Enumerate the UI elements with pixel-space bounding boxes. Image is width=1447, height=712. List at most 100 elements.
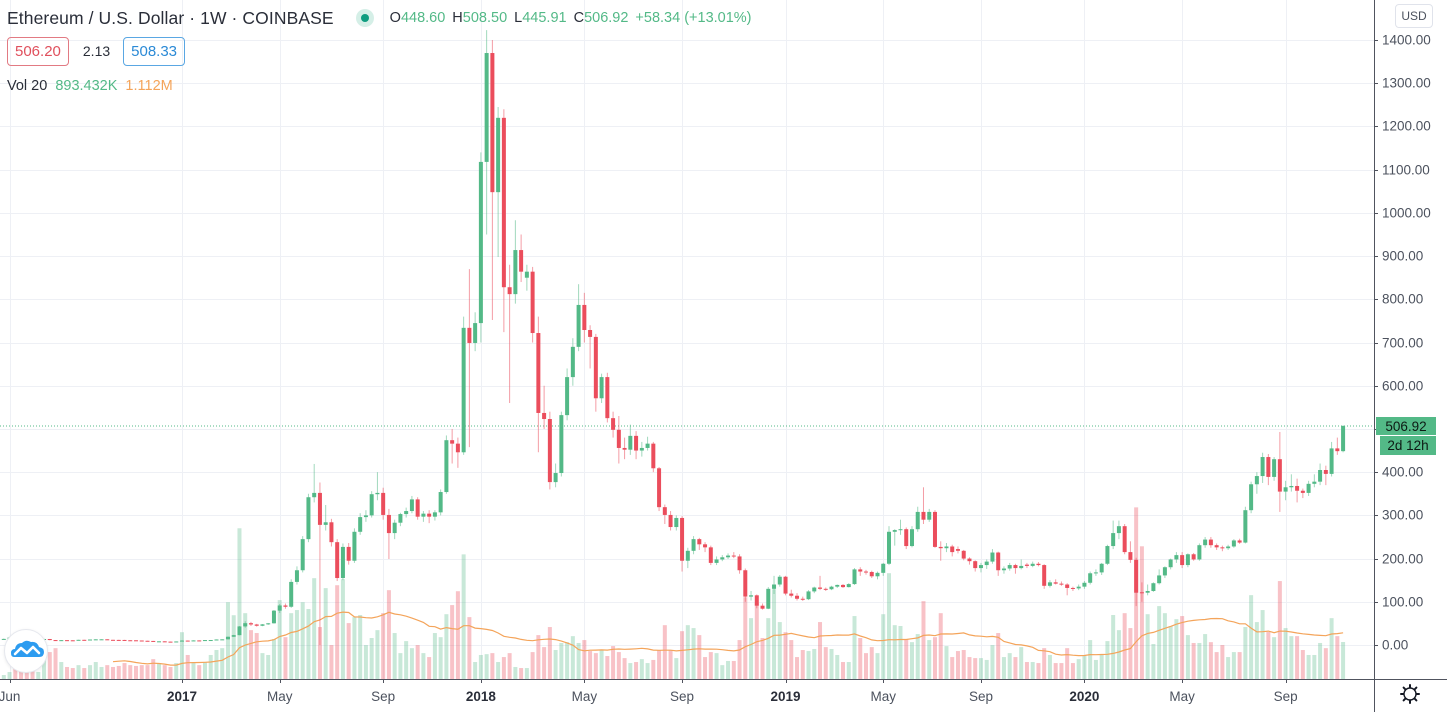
candle-body: [294, 570, 299, 582]
volume-bar: [542, 647, 547, 679]
volume-bar: [151, 659, 156, 679]
symbol-legend[interactable]: Ethereum / U.S. Dollar · 1W · COINBASE O…: [7, 5, 759, 31]
candle-body: [864, 571, 868, 573]
candle: [415, 497, 420, 520]
volume-bar: [961, 650, 966, 679]
candle-body: [634, 435, 639, 451]
symbol-title[interactable]: Ethereum / U.S. Dollar · 1W · COINBASE: [7, 7, 334, 28]
volume-bar: [1226, 657, 1231, 679]
volume-bar: [766, 618, 771, 679]
candle: [795, 593, 800, 601]
candle-body: [427, 513, 432, 517]
candle-body: [823, 588, 828, 590]
volume-bar: [1013, 657, 1018, 679]
volume-bar: [88, 665, 93, 679]
candle: [1099, 562, 1104, 575]
volume-bar: [691, 628, 696, 679]
candle-body: [248, 623, 253, 625]
candle-body: [519, 250, 524, 272]
volume-bar: [271, 639, 276, 679]
candle-body: [179, 640, 184, 642]
candle: [1076, 584, 1081, 591]
candle-body: [484, 53, 489, 162]
candle-body: [921, 511, 926, 520]
volume-bar: [1237, 652, 1242, 679]
candle: [1277, 431, 1282, 512]
candle: [1013, 563, 1018, 574]
candle-body: [576, 304, 581, 347]
candle-body: [927, 511, 932, 520]
volume-bar: [1151, 644, 1156, 679]
candle: [777, 574, 782, 587]
candle-body: [174, 641, 179, 643]
volume-bar: [898, 625, 903, 679]
tradingview-logo-icon[interactable]: [4, 629, 48, 673]
candle-body: [950, 546, 955, 553]
candle: [984, 559, 989, 569]
candle-body: [1053, 582, 1058, 584]
currency-button[interactable]: USD: [1395, 4, 1433, 28]
volume-bar: [841, 662, 846, 679]
candle-body: [1214, 545, 1219, 548]
candle: [294, 566, 299, 585]
candle-body: [1007, 565, 1012, 569]
volume-bar: [277, 600, 282, 679]
open-value: 448.60: [400, 10, 446, 26]
candle-body: [858, 569, 863, 572]
time-axis-label: Sep: [968, 689, 993, 704]
volume-bar: [634, 662, 639, 679]
volume-bar: [1042, 648, 1047, 679]
candle-body: [783, 576, 788, 594]
volume-bar: [708, 652, 713, 679]
price-axis-label: 0.00: [1382, 637, 1409, 653]
volume-bar: [858, 638, 863, 679]
candle: [168, 641, 173, 643]
candle: [1065, 583, 1070, 596]
candle: [260, 624, 265, 627]
candle: [76, 639, 81, 641]
candle: [225, 636, 230, 640]
candle-body: [536, 333, 541, 413]
candle-body: [53, 640, 58, 642]
volume-bar: [1070, 663, 1075, 679]
candle: [467, 269, 472, 448]
volume-bar: [835, 654, 840, 679]
candle: [668, 511, 673, 531]
candle-body: [1318, 469, 1323, 482]
candle: [421, 511, 426, 522]
volume-bar: [1030, 662, 1035, 679]
candle: [1306, 480, 1311, 496]
volume-bar: [749, 618, 754, 679]
volume-bar: [599, 650, 604, 679]
volume-legend[interactable]: Vol 20 893.432K 1.112M: [7, 75, 173, 97]
sell-price-button[interactable]: 506.20: [7, 36, 69, 66]
candle-body: [168, 641, 173, 643]
candle: [818, 575, 823, 591]
volume-bar: [392, 633, 397, 679]
volume-bar: [65, 666, 70, 679]
volume-bar: [1019, 647, 1024, 679]
candle: [214, 639, 219, 641]
price-axis-label: 300.00: [1382, 507, 1424, 523]
volume-indicator-label: Vol 20: [7, 78, 48, 94]
gear-icon[interactable]: [1399, 683, 1421, 705]
volume-bar: [846, 662, 851, 679]
volume-bar: [484, 654, 489, 679]
candle: [760, 603, 765, 610]
price-axis-label: 1300.00: [1382, 75, 1431, 91]
candle-body: [478, 161, 483, 324]
candle: [139, 640, 144, 642]
candle: [599, 373, 604, 404]
candle: [846, 583, 851, 588]
candle: [749, 590, 754, 601]
volume-bar: [231, 615, 236, 679]
candle: [651, 441, 656, 473]
buy-price-button[interactable]: 508.33: [123, 36, 186, 66]
candle: [754, 594, 759, 609]
volume-bar: [1047, 654, 1052, 679]
candle: [312, 463, 317, 503]
volume-bar: [1128, 628, 1133, 679]
candle: [490, 40, 495, 321]
